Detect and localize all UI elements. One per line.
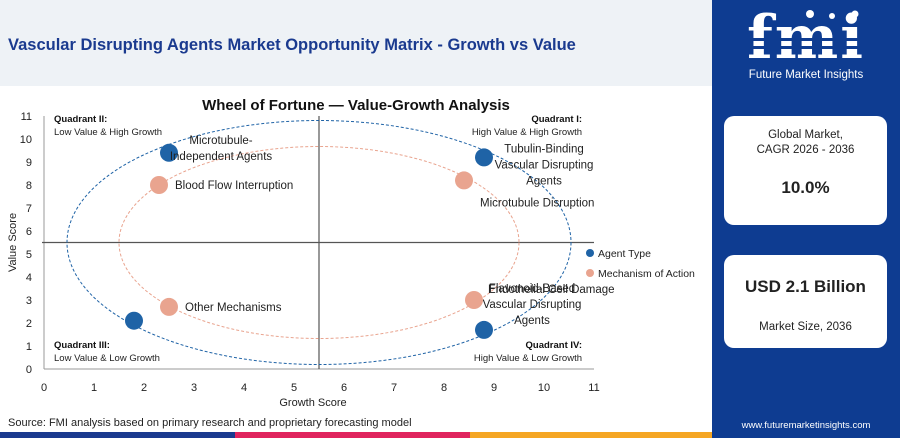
quadrant-name: Quadrant II: bbox=[54, 114, 107, 125]
x-tick-label: 1 bbox=[91, 382, 97, 394]
quadrant-name: Quadrant IV: bbox=[526, 340, 582, 351]
point-label: Blood Flow Interruption bbox=[175, 180, 293, 192]
quadrant-desc: Low Value & Low Growth bbox=[54, 353, 160, 364]
legend-mechanism-swatch bbox=[586, 269, 594, 277]
cagr-value: 10.0% bbox=[781, 178, 830, 197]
market-size-value: USD 2.1 Billion bbox=[745, 277, 866, 296]
chart-title: Wheel of Fortune — Value-Growth Analysis bbox=[202, 97, 510, 114]
quadrant-desc: Low Value & High Growth bbox=[54, 127, 162, 138]
point-label: Other Mechanisms bbox=[185, 302, 282, 314]
quadrant-name: Quadrant I: bbox=[531, 114, 582, 125]
agent-type-point bbox=[125, 311, 143, 330]
footer-stripe bbox=[0, 432, 900, 438]
y-tick-label: 11 bbox=[21, 111, 32, 123]
quadrant-desc: High Value & High Growth bbox=[472, 127, 582, 138]
point-label: Microtubule-Independent Agents bbox=[170, 135, 273, 163]
logo-tagline: Future Market Insights bbox=[748, 69, 864, 81]
mechanism-point bbox=[455, 171, 473, 190]
x-tick-label: 11 bbox=[588, 382, 599, 394]
y-tick-label: 6 bbox=[26, 226, 32, 238]
y-tick-label: 0 bbox=[26, 364, 32, 376]
source-note: Source: FMI analysis based on primary re… bbox=[8, 417, 412, 429]
x-tick-label: 2 bbox=[141, 382, 147, 394]
legend-label: Agent Type bbox=[598, 248, 651, 260]
opportunity-matrix-chart: Wheel of Fortune — Value-Growth Analysis… bbox=[7, 97, 695, 409]
y-tick-label: 2 bbox=[26, 318, 32, 330]
outer-ring bbox=[66, 120, 572, 365]
x-tick-label: 0 bbox=[41, 382, 47, 394]
point-label: Tubulin-Binding Vascular Disrupting Agents bbox=[495, 143, 594, 187]
x-axis-label: Growth Score bbox=[279, 397, 346, 409]
cagr-label: Global Market, CAGR 2026 - 2036 bbox=[756, 129, 855, 156]
quadrant-desc: High Value & Low Growth bbox=[474, 353, 582, 364]
fmi-logo: fmi bbox=[740, 3, 872, 73]
market-size-card: USD 2.1 Billion Market Size, 2036 bbox=[724, 255, 887, 348]
point-label: Microtubule Disruption bbox=[480, 197, 594, 209]
inner-ring bbox=[118, 146, 520, 339]
agent-type-point bbox=[475, 148, 493, 167]
y-tick-label: 10 bbox=[20, 134, 32, 146]
point-label: Endothelial Cell Damage bbox=[488, 284, 615, 296]
mechanism-point bbox=[465, 291, 483, 309]
x-tick-label: 4 bbox=[241, 382, 247, 394]
y-tick-label: 8 bbox=[26, 180, 32, 192]
agent-type-point bbox=[475, 320, 493, 339]
title-bar: Vascular Disrupting Agents Market Opport… bbox=[0, 0, 712, 86]
x-tick-label: 10 bbox=[538, 382, 550, 394]
website-url[interactable]: www.futuremarketinsights.com bbox=[741, 420, 871, 431]
cagr-card: Global Market, CAGR 2026 - 2036 10.0% bbox=[724, 116, 887, 225]
y-tick-label: 7 bbox=[26, 203, 32, 215]
x-tick-label: 7 bbox=[391, 382, 397, 394]
market-size-label: Market Size, 2036 bbox=[759, 321, 852, 333]
y-tick-label: 3 bbox=[26, 295, 32, 307]
y-tick-label: 9 bbox=[26, 157, 32, 169]
page-title: Vascular Disrupting Agents Market Opport… bbox=[8, 36, 576, 54]
legend-agent-type-swatch bbox=[586, 249, 594, 257]
mechanism-point bbox=[160, 297, 178, 316]
point-label: Flavonoid-Based Vascular Disrupting Agents bbox=[483, 283, 582, 327]
y-axis-label: Value Score bbox=[7, 213, 19, 272]
y-tick-label: 5 bbox=[26, 249, 32, 261]
x-tick-label: 8 bbox=[441, 382, 447, 394]
y-tick-label: 4 bbox=[26, 272, 32, 284]
agent-type-point bbox=[160, 143, 178, 162]
x-tick-label: 3 bbox=[191, 382, 197, 394]
x-tick-label: 9 bbox=[491, 382, 497, 394]
legend-label: Mechanism of Action bbox=[598, 268, 695, 280]
mechanism-point bbox=[150, 176, 168, 194]
x-tick-label: 5 bbox=[291, 382, 297, 394]
quadrant-name: Quadrant III: bbox=[54, 340, 110, 351]
x-tick-label: 6 bbox=[341, 382, 347, 394]
y-tick-label: 1 bbox=[26, 341, 32, 353]
